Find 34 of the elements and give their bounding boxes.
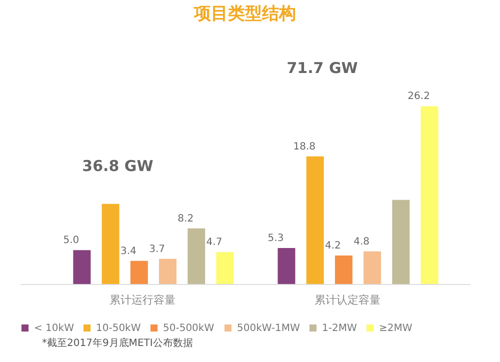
legend-label: 50-500kW [163, 323, 214, 334]
legend-label: ≥2MW [379, 323, 412, 334]
data-label: 4.2 [325, 240, 341, 252]
bar [392, 200, 410, 284]
total-label: 36.8 GW [82, 156, 154, 175]
bar [364, 251, 382, 284]
bar [188, 228, 206, 284]
bar [306, 156, 324, 284]
bar [102, 204, 120, 284]
x-tick-label: 累计认定容量 [314, 294, 380, 306]
chart-title: 项目类型结构 [193, 4, 296, 24]
bar [130, 260, 148, 284]
bar [73, 250, 91, 284]
data-label: 3.4 [120, 246, 136, 257]
data-label: 4.7 [206, 237, 222, 248]
legend-label: < 10kW [34, 323, 74, 334]
data-label: 26.2 [408, 91, 430, 102]
total-label: 71.7 GW [286, 59, 358, 78]
data-label: 18.8 [293, 141, 316, 152]
data-label: 8.2 [178, 213, 194, 224]
bar [278, 248, 296, 284]
legend-label: 500kW-1MW [237, 323, 300, 334]
data-label: 5.0 [63, 235, 80, 246]
bar [216, 252, 234, 284]
bar [159, 258, 177, 284]
data-label: 4.8 [354, 236, 370, 248]
legend-label: 1-2MW [322, 323, 357, 334]
data-label: 3.7 [149, 244, 165, 255]
x-tick-label: 累计运行容量 [110, 294, 176, 306]
bar [334, 256, 352, 284]
bar [420, 106, 438, 284]
data-label: 5.3 [268, 233, 284, 244]
legend-label: 10-50kW [96, 323, 141, 334]
text: *截至2017年9月底METI公布数据 [42, 337, 194, 350]
